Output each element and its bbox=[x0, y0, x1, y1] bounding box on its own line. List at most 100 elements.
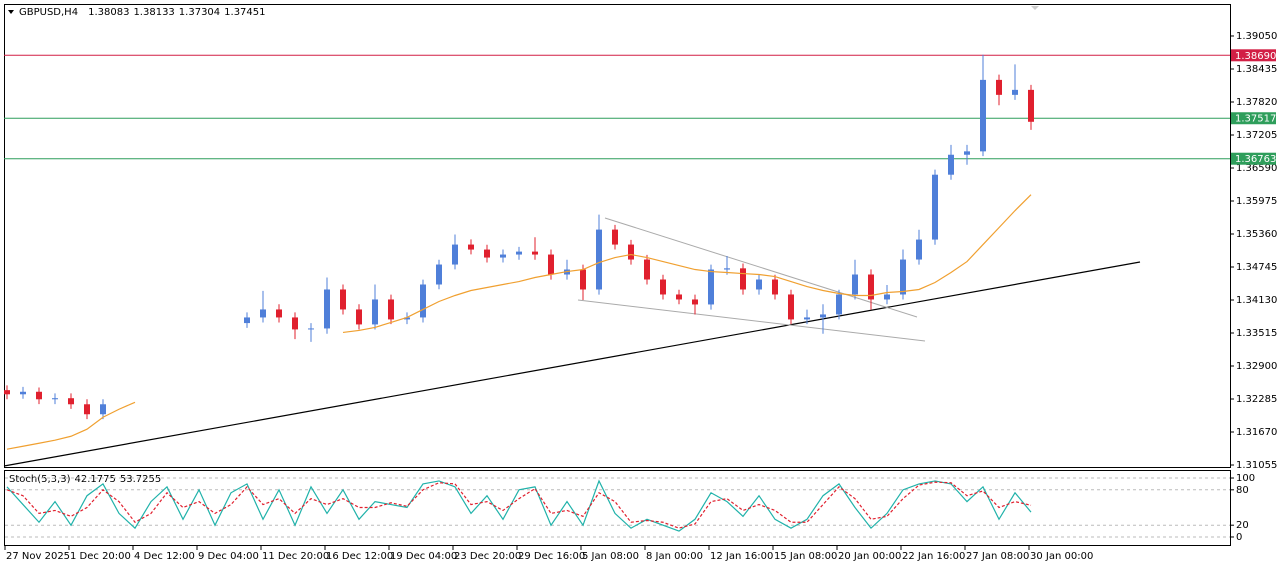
x-tick-label: 9 Dec 04:00 bbox=[198, 551, 259, 562]
candle-body bbox=[420, 284, 426, 318]
candle-body bbox=[580, 269, 586, 290]
x-tick-label: 27 Jan 08:00 bbox=[966, 551, 1029, 562]
candle-body bbox=[724, 268, 730, 270]
candle-body bbox=[372, 299, 378, 325]
candle-body bbox=[820, 314, 826, 318]
candle-body bbox=[804, 317, 810, 320]
candle-body bbox=[628, 244, 634, 260]
y-tick-label: 1.31055 bbox=[1236, 460, 1277, 471]
channel-line bbox=[577, 299, 926, 342]
candle-body bbox=[260, 309, 266, 318]
candle-body bbox=[660, 279, 666, 295]
candle-body bbox=[852, 274, 858, 295]
candle-body bbox=[900, 259, 906, 295]
x-tick-label: 5 Jan 08:00 bbox=[582, 551, 639, 562]
candle-body bbox=[20, 391, 26, 395]
x-tick-label: 15 Jan 08:00 bbox=[774, 551, 837, 562]
symbol: GBPUSD,H4 bbox=[19, 7, 78, 18]
candle-body bbox=[68, 398, 74, 405]
x-tick-label: 8 Jan 00:00 bbox=[646, 551, 703, 562]
y-tick-label: 1.38435 bbox=[1236, 64, 1277, 75]
y-tick-label: 1.35360 bbox=[1236, 229, 1277, 240]
y-tick-label: 1.31670 bbox=[1236, 427, 1277, 438]
x-tick-label: 23 Dec 20:00 bbox=[454, 551, 521, 562]
y-tick-label: 80 bbox=[1236, 485, 1249, 496]
candle-body bbox=[916, 239, 922, 260]
candle-body bbox=[948, 154, 954, 175]
stoch-title: Stoch(5,3,3) bbox=[9, 474, 71, 485]
candle-body bbox=[52, 398, 58, 400]
x-tick-label: 12 Jan 16:00 bbox=[710, 551, 773, 562]
candle-body bbox=[1012, 89, 1018, 95]
y-tick-label: 1.39050 bbox=[1236, 31, 1277, 42]
candle-body bbox=[100, 404, 106, 415]
x-tick-label: 16 Dec 12:00 bbox=[326, 551, 393, 562]
price-level-label-bg bbox=[1231, 49, 1276, 62]
y-tick-label: 1.37205 bbox=[1236, 130, 1277, 141]
symbol-menu-arrow[interactable] bbox=[8, 10, 14, 14]
x-tick-label: 22 Jan 16:00 bbox=[902, 551, 965, 562]
candle-body bbox=[596, 229, 602, 290]
y-tick-label: 1.35975 bbox=[1236, 196, 1277, 207]
candle-body bbox=[244, 317, 250, 324]
y-tick-label: 1.36590 bbox=[1236, 163, 1277, 174]
x-tick-label: 29 Dec 16:00 bbox=[518, 551, 585, 562]
candle-body bbox=[356, 309, 362, 325]
y-tick-label: 1.34745 bbox=[1236, 262, 1277, 273]
stoch-value: 42.1775 bbox=[74, 474, 115, 485]
candle-body bbox=[484, 249, 490, 258]
candle-body bbox=[836, 294, 842, 315]
y-tick-label: 100 bbox=[1236, 473, 1255, 484]
x-tick-label: 11 Dec 20:00 bbox=[262, 551, 329, 562]
candle-body bbox=[308, 328, 314, 330]
candle-body bbox=[452, 244, 458, 265]
candle-body bbox=[84, 404, 90, 415]
shift-marker bbox=[1031, 6, 1039, 10]
candle-body bbox=[468, 244, 474, 250]
main-frame bbox=[4, 4, 1231, 468]
stoch-line bbox=[6, 479, 1032, 532]
candle-body bbox=[788, 294, 794, 320]
chart-header: GBPUSD,H4 1.38083 1.38133 1.37304 1.37451 bbox=[19, 7, 266, 18]
moving-average bbox=[6, 194, 1032, 450]
candle-body bbox=[4, 390, 10, 395]
price-level-label: 1.36763 bbox=[1235, 154, 1276, 165]
y-tick-label: 0 bbox=[1236, 532, 1242, 543]
candle-body bbox=[692, 299, 698, 305]
stoch-value: 53.7255 bbox=[120, 474, 161, 485]
trend-line bbox=[3, 261, 1141, 467]
candle-body bbox=[292, 317, 298, 330]
candle-body bbox=[532, 251, 538, 255]
x-tick-label: 4 Dec 12:00 bbox=[134, 551, 195, 562]
candle-body bbox=[516, 251, 522, 255]
stoch-line bbox=[6, 481, 1032, 529]
y-tick-label: 1.32900 bbox=[1236, 361, 1277, 372]
y-tick-label: 20 bbox=[1236, 520, 1249, 531]
candle-body bbox=[772, 279, 778, 295]
candle-body bbox=[644, 259, 650, 280]
price-level-label: 1.37517 bbox=[1235, 114, 1276, 125]
candle-body bbox=[1028, 89, 1034, 122]
candle-body bbox=[36, 391, 42, 400]
x-tick-label: 20 Jan 00:00 bbox=[838, 551, 901, 562]
stoch-header: Stoch(5,3,3) 42.1775 53.7255 bbox=[9, 474, 161, 485]
channel-line bbox=[604, 217, 918, 318]
x-tick-label: 19 Dec 04:00 bbox=[390, 551, 457, 562]
candle-body bbox=[756, 279, 762, 290]
candle-body bbox=[980, 79, 986, 152]
candle-body bbox=[276, 309, 282, 318]
candle-body bbox=[548, 254, 554, 275]
y-tick-label: 1.37820 bbox=[1236, 97, 1277, 108]
quote-value: 1.37304 bbox=[179, 7, 220, 18]
candle-body bbox=[932, 174, 938, 240]
price-level-label: 1.38690 bbox=[1235, 51, 1276, 62]
candle-body bbox=[676, 294, 682, 300]
quote-value: 1.38083 bbox=[88, 7, 129, 18]
x-tick-label: 30 Jan 00:00 bbox=[1030, 551, 1093, 562]
y-tick-label: 1.33515 bbox=[1236, 328, 1277, 339]
candle-body bbox=[708, 269, 714, 305]
candle-body bbox=[500, 254, 506, 258]
candle-body bbox=[340, 289, 346, 310]
candle-body bbox=[964, 151, 970, 155]
